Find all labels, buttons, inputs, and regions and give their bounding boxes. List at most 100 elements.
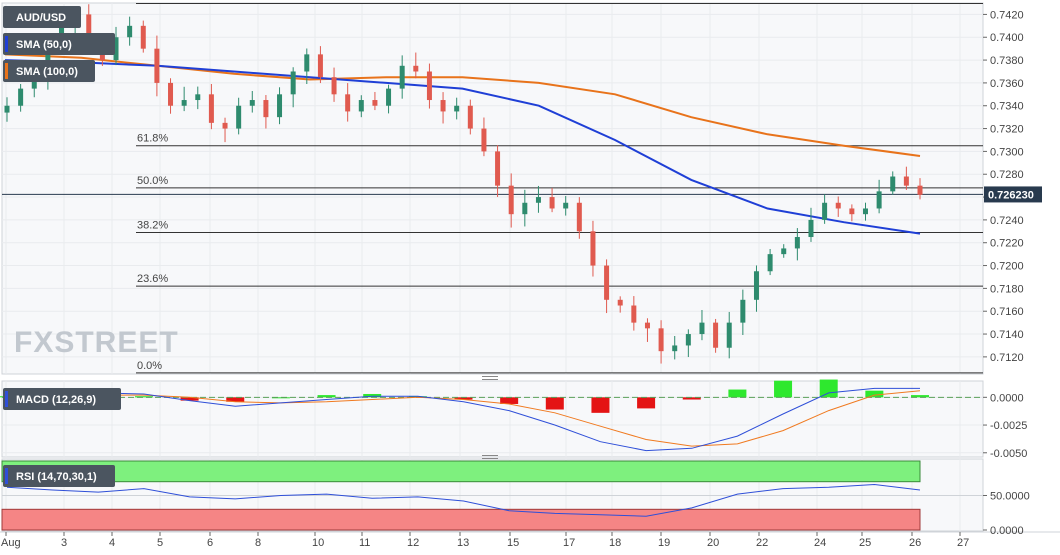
candle-up (767, 254, 773, 272)
candle-up (862, 208, 868, 215)
sma-100-tag-box (3, 60, 95, 82)
last-price-tag (984, 186, 1042, 203)
candle-down (835, 202, 841, 209)
candle-up (672, 345, 678, 352)
candle-down (481, 128, 487, 152)
macd-panel-frame (1, 380, 984, 458)
candle-up (290, 71, 296, 95)
macd-histogram-bar (363, 393, 382, 398)
candle-up (794, 237, 800, 249)
macd-line (6, 387, 920, 452)
candle-down (140, 25, 146, 49)
candle-down (903, 176, 909, 186)
time-axis-label: 15 (507, 537, 519, 549)
time-axis-label: 13 (457, 537, 469, 549)
macd-histogram-bar (134, 396, 153, 398)
candle-up (699, 322, 705, 335)
candle-down (576, 202, 582, 232)
candle-up (822, 202, 828, 220)
rsi-layer (1, 460, 983, 531)
time-axis-label: 4 (109, 537, 115, 549)
sma-50-tag-accent (5, 36, 8, 52)
time-axis-label: 27 (957, 537, 969, 549)
candle-down (658, 328, 664, 352)
fib-level-label: 38.2% (137, 219, 168, 231)
rsi-tag-accent (5, 468, 8, 484)
candle-up (113, 37, 119, 61)
time-axis-label: 24 (814, 537, 826, 549)
macd-tag-box (3, 388, 121, 410)
sma-50-tag-label: SMA (50,0) (16, 39, 72, 51)
candle-down (549, 197, 555, 209)
candle-down (644, 322, 650, 329)
candle-down (86, 14, 92, 43)
candle-up (127, 25, 133, 38)
pair-tag-label: AUD/USD (16, 12, 66, 24)
candle-down (617, 299, 623, 306)
candle-down (263, 100, 269, 118)
time-axis-label: 17 (563, 537, 575, 549)
time-axis-label: 20 (707, 537, 719, 549)
price-axis-label: 0.7180 (990, 283, 1024, 295)
price-axis-label: 0.7340 (990, 101, 1024, 113)
legend-layer: 0.726230 AUD/USD SMA (50,0) SMA (100,0) MACD… (3, 6, 1042, 487)
macd-histogram-bar (774, 380, 793, 398)
rsi-overbought-band (1, 460, 921, 483)
time-axis-label: 11 (359, 537, 370, 549)
macd-histogram-bar (819, 379, 838, 398)
candle-up (753, 271, 759, 300)
candle-down (508, 185, 514, 215)
candle-up (740, 299, 746, 323)
price-axis-label: 0.7320 (990, 124, 1024, 136)
price-axis-label: 0.7360 (990, 78, 1024, 90)
candle-down (604, 265, 610, 300)
candle-up (386, 88, 392, 106)
fib-level-label: 61.8% (137, 133, 168, 145)
time-axis-label: Aug (1, 537, 21, 549)
price-axis-label: 0.7220 (990, 238, 1024, 250)
candle-down (495, 151, 501, 186)
candle-down (631, 305, 637, 323)
candle-down (849, 208, 855, 215)
macd-histogram-bar (728, 389, 747, 398)
macd-histogram-bar (865, 390, 884, 398)
price-axis-label: 0.7420 (990, 9, 1024, 21)
candle-down (440, 100, 446, 112)
sma-100-tag-accent (5, 63, 8, 79)
time-axis-label: 18 (609, 537, 621, 549)
candle-up (522, 202, 528, 215)
candle-down (917, 185, 923, 195)
rsi-tag-box (3, 465, 115, 487)
price-axis-label: 0.7300 (990, 146, 1024, 158)
macd-histogram-bar (682, 397, 701, 400)
candle-down (168, 82, 174, 106)
price-axis-label: 0.7400 (990, 32, 1024, 44)
macd-histogram-bar (500, 397, 519, 404)
candle-up (304, 54, 310, 72)
time-axis-label: 25 (859, 537, 871, 549)
candle-down (426, 71, 432, 101)
pair-tag-box (3, 6, 81, 28)
macd-layer (0, 379, 983, 452)
candle-up (454, 105, 460, 112)
time-axis-label: 8 (255, 537, 261, 549)
candle-up (876, 191, 882, 209)
candle-up (563, 202, 569, 209)
candle-up (808, 219, 814, 238)
macd-histogram-bar (317, 395, 336, 398)
candle-down (467, 105, 473, 129)
sma-50-tag-box (3, 33, 115, 55)
candle-up (4, 105, 10, 113)
candle-down (345, 94, 351, 112)
macd-histogram-bar (637, 397, 656, 409)
candle-up (249, 100, 255, 106)
candle-up (18, 88, 24, 106)
price-axis-label: 0.7120 (990, 352, 1024, 364)
candle-down (208, 94, 214, 123)
price-panel-frame (1, 2, 984, 375)
candle-down (413, 65, 419, 72)
fxstreet-watermark: FXSTREET (14, 326, 179, 359)
macd-histogram-bar (454, 397, 473, 400)
fib-level-label: 50.0% (137, 175, 168, 187)
rsi-line (6, 483, 921, 517)
